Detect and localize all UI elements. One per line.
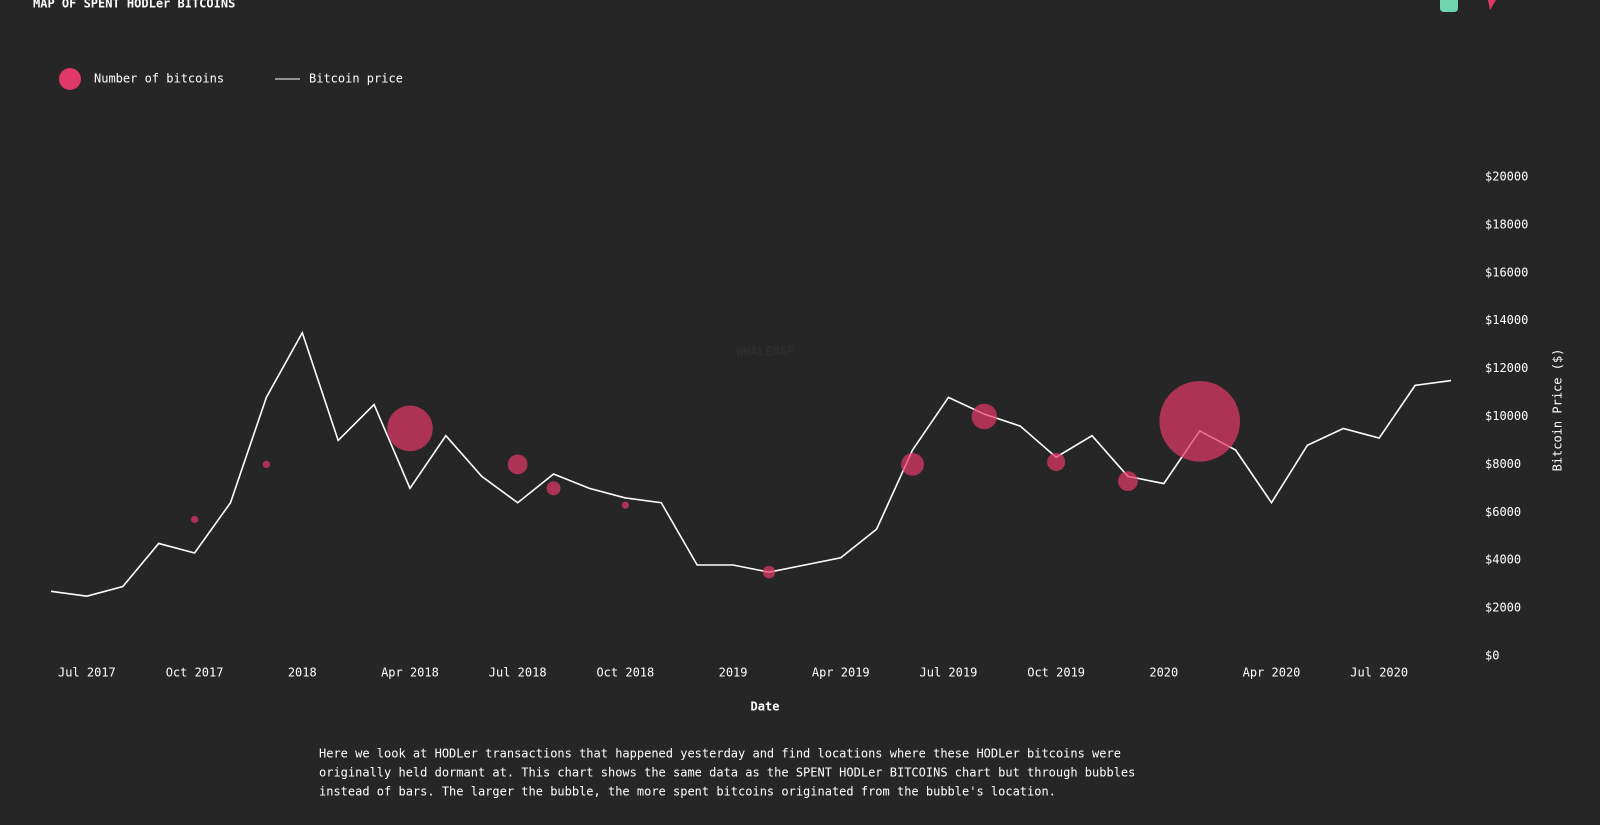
x-tick-label: 2018	[288, 666, 317, 680]
bubble	[1118, 471, 1138, 492]
bubble	[621, 501, 629, 509]
y-tick-label: $0	[1485, 649, 1499, 663]
price-line	[50, 330, 1452, 597]
bubble	[546, 481, 561, 496]
bubble	[971, 403, 998, 430]
y-tick-label: $10000	[1485, 409, 1528, 423]
y-tick-label: $4000	[1485, 553, 1521, 567]
bubble	[1159, 380, 1241, 462]
x-tick-label: Oct 2018	[596, 666, 654, 680]
logo	[1488, 0, 1496, 10]
x-tick-label: Apr 2018	[381, 666, 439, 680]
y-tick-label: $16000	[1485, 265, 1528, 279]
x-tick-label: 2020	[1149, 666, 1178, 680]
description: instead of bars. The larger the bubble, …	[319, 785, 1056, 799]
bubble	[762, 565, 776, 579]
x-tick-label: Apr 2020	[1243, 666, 1301, 680]
y-tick-label: $18000	[1485, 217, 1528, 231]
description: originally held dormant at. This chart s…	[319, 766, 1135, 780]
x-tick-label: Jul 2018	[489, 666, 547, 680]
x-tick-label: Apr 2019	[812, 666, 870, 680]
x-tick-label: Jul 2019	[920, 666, 978, 680]
x-tick-label: 2019	[719, 666, 748, 680]
bubble	[262, 460, 270, 469]
x-tick-label: Oct 2019	[1027, 666, 1085, 680]
legend-label: Bitcoin price	[309, 72, 403, 86]
y-axis-label: Bitcoin Price ($)	[1551, 349, 1565, 472]
y-tick-label: $20000	[1485, 170, 1528, 184]
bubble	[387, 405, 433, 452]
y-tick-label: $2000	[1485, 601, 1521, 615]
x-tick-label: Jul 2020	[1350, 666, 1408, 680]
watermark: WHALEMAP	[736, 345, 794, 359]
y-tick-label: $12000	[1485, 361, 1528, 375]
x-tick-label: Oct 2017	[166, 666, 224, 680]
bubble	[1047, 452, 1066, 472]
x-axis-label: Date	[751, 700, 780, 714]
y-tick-label: $14000	[1485, 313, 1528, 327]
x-tick-label: Jul 2017	[58, 666, 116, 680]
logo	[1440, 0, 1458, 12]
chart-title: MAP OF SPENT HODLer BITCOINS	[33, 0, 235, 11]
bubble	[507, 454, 528, 475]
bubble	[901, 453, 924, 476]
description: Here we look at HODLer transactions that…	[319, 747, 1121, 761]
bubble	[190, 515, 199, 524]
legend-label: Number of bitcoins	[94, 72, 224, 86]
y-tick-label: $8000	[1485, 457, 1521, 471]
y-tick-label: $6000	[1485, 505, 1521, 519]
legend-swatch	[59, 68, 81, 90]
